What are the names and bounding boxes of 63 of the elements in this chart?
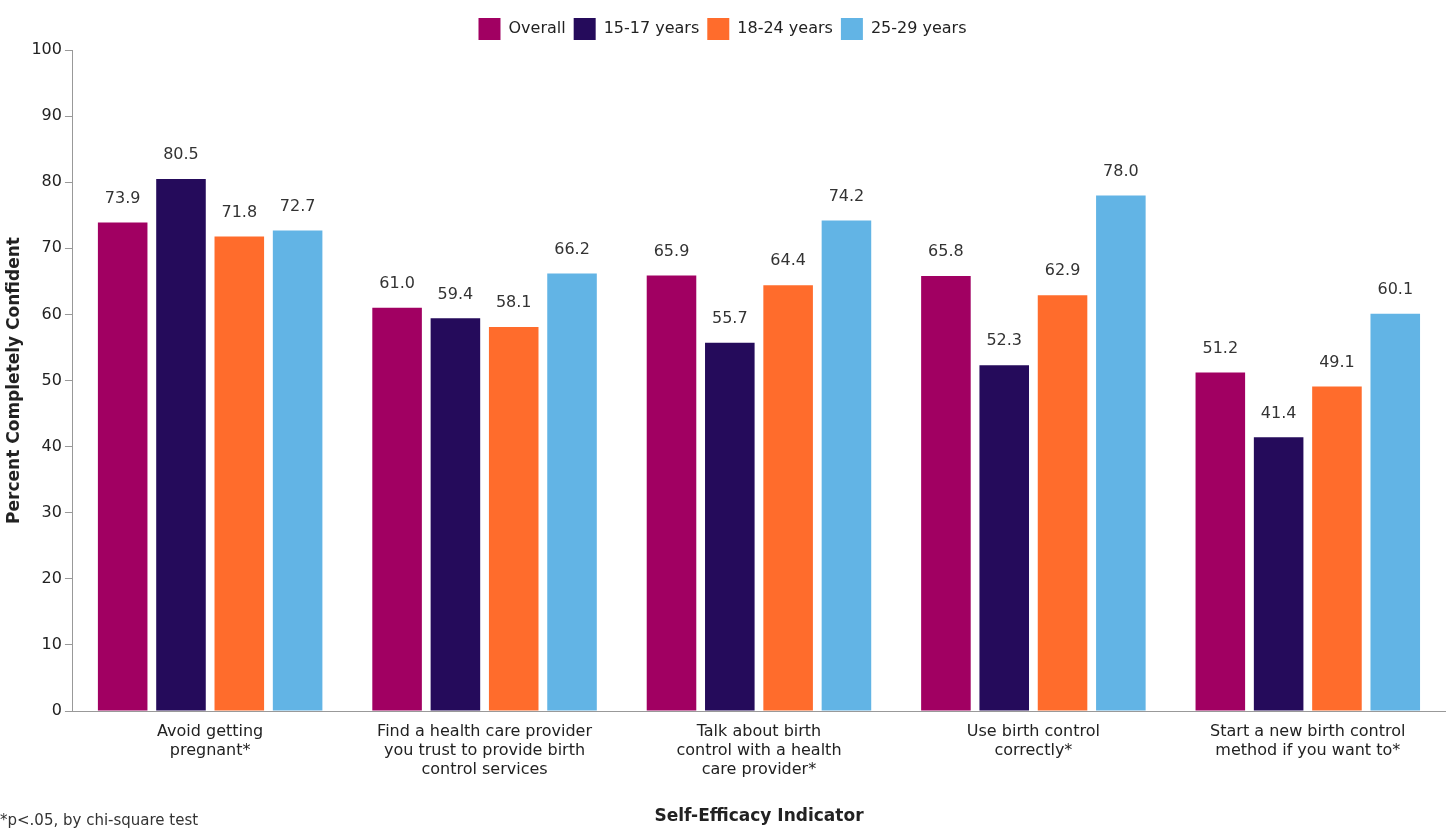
bar (488, 326, 539, 711)
bar (1037, 295, 1088, 711)
y-tick-label: 50 (41, 369, 62, 389)
bar (979, 365, 1030, 711)
data-label: 73.9 (104, 187, 141, 207)
y-tick-label: 90 (41, 105, 62, 125)
bar (1312, 386, 1362, 711)
y-tick-label: 100 (31, 39, 62, 59)
legend-label: 18-24 years (737, 18, 833, 38)
data-label: 60.1 (1377, 278, 1414, 298)
x-axis-title: Self-Efficacy Indicator (654, 805, 865, 826)
y-tick-label: 30 (41, 501, 62, 521)
data-label: 52.3 (986, 330, 1023, 350)
bar (272, 230, 323, 711)
data-label: 74.2 (828, 185, 865, 205)
y-tick-label: 20 (41, 567, 62, 587)
data-label: 49.1 (1319, 351, 1355, 371)
data-label: 64.4 (770, 250, 806, 270)
data-label: 65.8 (928, 241, 964, 261)
bar (156, 178, 206, 711)
bar (547, 273, 597, 711)
bar (430, 318, 481, 711)
data-label: 71.8 (221, 201, 258, 221)
legend-label: Overall (508, 18, 566, 38)
bar (214, 236, 265, 711)
data-label: 61.0 (379, 272, 415, 292)
bar (821, 220, 872, 711)
data-label: 58.1 (495, 292, 532, 312)
data-label: 41.4 (1260, 402, 1297, 422)
bar (921, 276, 971, 711)
y-axis-title: Percent Completely Confident (2, 237, 23, 524)
x-tick-label: Use birth control correctly* (966, 720, 1100, 759)
data-label: 62.9 (1044, 260, 1081, 280)
y-tick-label: 0 (51, 700, 62, 720)
legend-label: 15-17 years (603, 18, 700, 38)
bar (763, 285, 813, 711)
bar (646, 275, 697, 711)
bar (1096, 195, 1146, 711)
y-tick-label: 40 (41, 435, 62, 455)
data-label: 51.2 (1202, 337, 1239, 357)
y-tick-label: 10 (41, 634, 62, 654)
bar (1195, 372, 1246, 711)
bar (1253, 437, 1304, 711)
bar (1370, 313, 1421, 711)
text: *p<.05, by chi-square test (0, 811, 199, 829)
data-label: 55.7 (712, 307, 748, 327)
bar (372, 307, 422, 711)
y-tick-label: 70 (41, 237, 62, 257)
legend-label: 25-29 years (870, 18, 967, 38)
y-tick-label: 60 (41, 303, 62, 323)
x-tick-label: Start a new birth control method if you want to* (1210, 720, 1406, 759)
data-label: 80.5 (163, 144, 199, 164)
data-label: 78.0 (1103, 160, 1139, 180)
y-tick-label: 80 (41, 171, 62, 191)
data-label: 65.9 (653, 240, 690, 260)
bar (97, 222, 148, 711)
data-label: 59.4 (437, 283, 474, 303)
x-tick-label: Talk about birth control with a health care provider* (676, 720, 842, 779)
x-tick-label: Find a health care provider you trust to provide birth control services (377, 720, 593, 779)
x-tick-label: Avoid getting pregnant* (157, 720, 264, 759)
data-label: 66.2 (554, 238, 590, 258)
bar (705, 342, 755, 711)
data-label: 72.7 (279, 195, 316, 215)
